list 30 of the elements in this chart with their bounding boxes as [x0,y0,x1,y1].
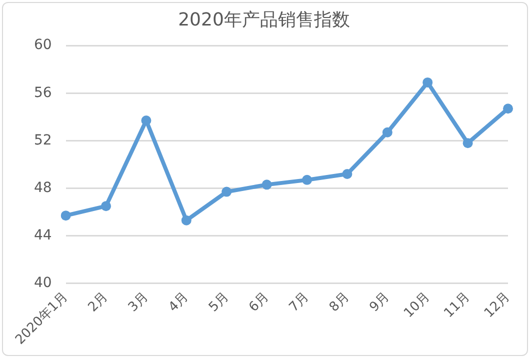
point [101,201,112,212]
point [422,77,433,88]
point [302,174,312,185]
y-tick-label: 56 [34,84,52,101]
y-tick-label: 48 [34,180,52,196]
x-tick-label: 4月 [166,289,192,316]
x-tick-label: 3月 [126,289,152,316]
y-tick-label: 60 [34,37,52,54]
point [342,168,352,179]
x-tick-label: 8月 [326,289,352,316]
y-tick-label: 40 [34,274,52,291]
point [60,210,71,221]
x-tick-label: 7月 [286,289,312,316]
x-tick-label: 9月 [366,289,393,316]
chart-title: 2020年产品销售指数 [178,9,350,30]
x-tick-label: 10月 [401,289,433,321]
x-tick-label: 2月 [86,289,112,316]
y-tick-label: 52 [34,132,52,148]
point [382,127,392,138]
x-tick-label: 12月 [482,289,514,321]
point [503,104,513,114]
point [181,215,192,226]
point [222,186,232,197]
x-tick-label: 6月 [246,289,272,316]
y-tick-label: 44 [34,227,52,244]
x-tick-label: 5月 [206,289,232,316]
point [262,180,272,190]
point [141,115,152,126]
point [462,138,473,148]
x-tick-label: 11月 [442,289,474,321]
